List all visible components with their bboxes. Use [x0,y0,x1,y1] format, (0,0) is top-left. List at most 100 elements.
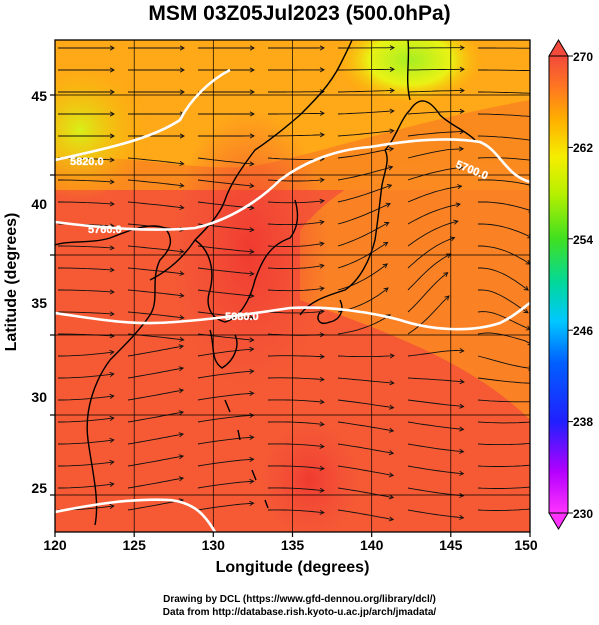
streamline-arrow [249,227,255,233]
streamline-arrow [249,45,255,51]
streamline [337,222,389,247]
streamline-arrow [319,509,325,515]
colorbar-tick-label: 230 [573,507,593,521]
streamline [337,487,394,499]
streamline-arrow [459,470,465,476]
streamline-arrow [249,337,255,343]
streamline [197,348,254,357]
contour-label: 5820.0 [70,156,104,168]
x-tick-labels: 120 125 130 135 140 145 150 [43,537,538,553]
streamline-arrow [109,437,115,443]
footer-credit-data: Data from http://database.rish.kyoto-u.a… [162,607,437,618]
streamline [197,414,254,423]
streamline-arrow [249,315,255,321]
streamline [337,110,394,115]
streamline [338,68,394,71]
x-tick-label: 120 [43,537,67,553]
streamline-arrow [249,111,255,117]
streamline [127,245,184,253]
streamline-arrow [109,133,115,139]
streamline [127,311,184,319]
streamline [337,89,395,93]
streamline-arrow [443,272,449,277]
streamline-arrow [178,366,185,372]
contour-5700 [55,498,217,532]
colorbar-body [548,55,569,514]
streamline-arrow [109,157,115,163]
streamline-arrow [179,336,185,342]
streamline-arrow [249,89,255,95]
streamline [337,399,394,409]
streamline-arrow [249,456,255,462]
streamline [267,355,325,358]
streamline-arrow [249,368,255,374]
colorbar-tick-label: 246 [573,324,593,338]
streamline-arrow [388,427,395,433]
streamline-arrow [109,371,115,377]
streamline-arrow [523,285,529,291]
streamline [267,465,324,470]
streamline [337,130,394,137]
streamline [197,370,254,379]
streamline [197,289,254,297]
streamline-arrow [249,161,255,167]
streamline-arrow [383,287,389,293]
streamline-arrow [179,133,185,139]
streamline-arrow [388,494,395,500]
streamline-arrow [319,198,325,204]
streamline-arrow [389,404,395,410]
streamline [267,509,324,514]
streamline-arrow [109,459,115,465]
y-tick-labels: 25 30 35 40 45 [31,88,47,496]
streamline-arrow [109,267,115,273]
streamline [58,311,114,315]
streamline-arrow [178,344,185,350]
streamline [267,179,324,182]
coastlines [55,40,476,526]
streamline [267,443,324,448]
streamline-arrow [319,241,325,247]
streamline [477,355,530,369]
streamline [478,223,530,238]
streamline [268,112,325,115]
streamline [477,289,529,314]
streamline-arrow [109,179,115,185]
streamline-arrow [319,219,325,225]
streamline [407,253,451,291]
streamline [407,131,464,137]
contour-label: 5880.0 [225,311,259,323]
streamline [337,203,391,225]
streamline-arrow [453,219,459,225]
streamline-arrow [179,182,185,188]
streamline [337,314,391,335]
x-tick-label: 130 [202,537,226,553]
streamline [407,68,464,71]
streamline-arrow [389,87,395,94]
streamline-arrow [179,160,185,166]
streamline [267,421,324,425]
streamline [197,436,254,445]
streamline-arrow [525,325,530,331]
streamline-arrow [450,236,456,242]
streamline [337,465,394,476]
streamline [407,295,450,335]
streamline-arrow [319,376,325,382]
streamline [197,311,254,319]
streamline-arrow [319,110,325,116]
streamline [478,245,530,265]
streamline [127,179,184,187]
streamline-arrow [382,263,388,269]
streamline [477,464,530,467]
streamline-arrow [178,476,185,482]
streamline-arrow [319,443,325,449]
colorbar-tick-label: 254 [573,233,593,247]
streamline-arrow [388,146,395,152]
streamline-arrow [388,516,395,522]
streamline-arrow [444,295,450,301]
streamline [127,157,184,165]
streamline-arrow [459,66,465,72]
streamline [58,333,114,337]
streamline-arrow [109,45,115,51]
streamline-arrow [389,353,395,359]
y-tick-label: 25 [31,480,47,496]
